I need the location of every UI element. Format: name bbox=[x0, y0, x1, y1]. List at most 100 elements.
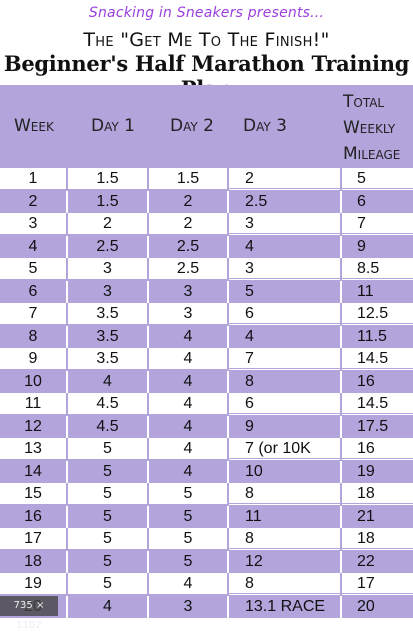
column-divider bbox=[66, 168, 68, 190]
cell-total: 16 bbox=[357, 372, 375, 390]
column-divider bbox=[340, 280, 342, 303]
table-row: 5 3 2.5 3 8.5 bbox=[0, 258, 413, 280]
cell-day2: 5 bbox=[183, 507, 193, 525]
cell-day2: 2 bbox=[183, 192, 193, 210]
column-divider bbox=[147, 303, 149, 325]
column-divider bbox=[66, 348, 68, 370]
cell-week: 13 bbox=[0, 438, 66, 460]
cell-total: 16 bbox=[342, 438, 413, 459]
column-divider bbox=[227, 190, 229, 213]
cell-day1: 5 bbox=[68, 438, 147, 460]
cell-day3: 12 bbox=[245, 552, 263, 570]
cell-total: 12.5 bbox=[342, 303, 413, 324]
cell-day1: 4 bbox=[103, 372, 112, 390]
training-plan-table: Week Day 1 Day 2 Day 3 Total Weekly Mile… bbox=[0, 85, 413, 618]
column-divider bbox=[227, 370, 229, 393]
cell-day2: 4 bbox=[149, 573, 227, 595]
column-divider bbox=[227, 528, 229, 550]
column-divider bbox=[147, 505, 149, 528]
column-divider bbox=[66, 550, 68, 573]
column-divider bbox=[340, 235, 342, 258]
cell-day2: 4 bbox=[183, 417, 193, 435]
column-divider bbox=[340, 325, 342, 348]
table-row: 6 3 3 5 11 bbox=[0, 280, 413, 303]
cell-day2: 4 bbox=[183, 372, 193, 390]
table-row: 18 5 5 12 22 bbox=[0, 550, 413, 573]
column-divider bbox=[227, 325, 229, 348]
cell-day3: 2.5 bbox=[245, 192, 268, 210]
table-row: 7 3.5 3 6 12.5 bbox=[0, 303, 413, 325]
column-divider bbox=[340, 415, 342, 438]
cell-day3: 2 bbox=[229, 168, 340, 189]
table-row: 16 5 5 11 21 bbox=[0, 505, 413, 528]
cell-day3: 8 bbox=[229, 528, 340, 549]
cell-day3: 10 bbox=[245, 462, 263, 480]
cell-total: 9 bbox=[357, 237, 366, 255]
column-divider bbox=[66, 528, 68, 550]
cell-total: 8.5 bbox=[342, 258, 413, 279]
column-divider bbox=[227, 595, 229, 618]
cell-total: 11 bbox=[357, 282, 374, 300]
column-divider bbox=[147, 415, 149, 438]
header-total-line1: Total bbox=[343, 92, 385, 112]
cell-day2: 2.5 bbox=[149, 258, 227, 280]
cell-week: 18 bbox=[24, 552, 42, 570]
table-row: 11 4.5 4 6 14.5 bbox=[0, 393, 413, 415]
column-divider bbox=[147, 213, 149, 235]
column-divider bbox=[66, 258, 68, 280]
column-divider bbox=[66, 213, 68, 235]
column-divider bbox=[147, 393, 149, 415]
column-divider bbox=[66, 325, 68, 348]
column-divider bbox=[147, 460, 149, 483]
column-divider bbox=[66, 573, 68, 595]
table-row: 8 3.5 4 4 11.5 bbox=[0, 325, 413, 348]
column-divider bbox=[340, 528, 342, 550]
cell-week: 1 bbox=[0, 168, 66, 190]
cell-week: 7 bbox=[0, 303, 66, 325]
subtitle: The "Get Me To The Finish!" bbox=[83, 29, 330, 51]
column-divider bbox=[227, 280, 229, 303]
column-divider bbox=[340, 258, 342, 280]
column-divider bbox=[340, 595, 342, 618]
cell-day2: 5 bbox=[149, 528, 227, 550]
cell-week: 14 bbox=[24, 462, 42, 480]
page-header: Snacking in Sneakers presents... The "Ge… bbox=[0, 0, 413, 101]
cell-total: 18 bbox=[342, 483, 413, 504]
table-row: 4 2.5 2.5 4 9 bbox=[0, 235, 413, 258]
column-divider bbox=[340, 303, 342, 325]
column-divider bbox=[227, 505, 229, 528]
column-divider bbox=[227, 348, 229, 370]
cell-total: 5 bbox=[342, 168, 413, 189]
cell-week: 4 bbox=[28, 237, 38, 255]
column-divider bbox=[147, 573, 149, 595]
cell-total: 11.5 bbox=[357, 327, 387, 345]
cell-week: 3 bbox=[0, 213, 66, 235]
cell-week: 15 bbox=[0, 483, 66, 505]
cell-day3: 4 bbox=[245, 327, 254, 345]
column-divider bbox=[340, 460, 342, 483]
table-row: 10 4 4 8 16 bbox=[0, 370, 413, 393]
cell-week: 12 bbox=[24, 417, 42, 435]
column-divider bbox=[340, 190, 342, 213]
column-divider bbox=[340, 348, 342, 370]
column-divider bbox=[147, 190, 149, 213]
cell-total: 21 bbox=[357, 507, 375, 525]
cell-day3: 5 bbox=[245, 282, 254, 300]
cell-day1: 3.5 bbox=[96, 327, 119, 345]
cell-day1: 2.5 bbox=[96, 237, 119, 255]
column-divider bbox=[227, 438, 229, 460]
cell-day1: 5 bbox=[103, 507, 112, 525]
cell-day1: 3 bbox=[68, 258, 147, 280]
column-divider bbox=[227, 213, 229, 235]
column-divider bbox=[147, 438, 149, 460]
cell-week: 16 bbox=[24, 507, 42, 525]
cell-day3: 3 bbox=[229, 258, 340, 279]
cell-day1: 5 bbox=[68, 573, 147, 595]
cell-day3: 8 bbox=[229, 573, 340, 594]
column-divider bbox=[66, 235, 68, 258]
cell-total: 20 bbox=[357, 597, 375, 615]
column-divider bbox=[66, 303, 68, 325]
cell-total: 22 bbox=[357, 552, 375, 570]
